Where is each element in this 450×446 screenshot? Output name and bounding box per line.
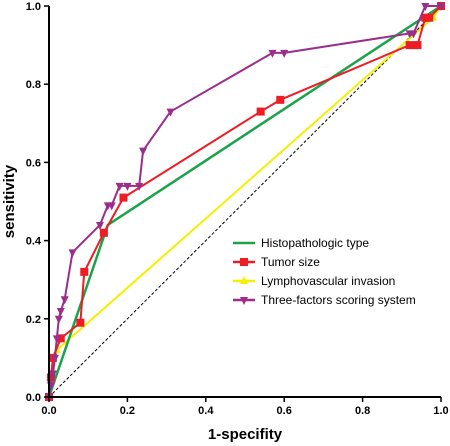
y-tick-label: 0.8 [26,79,41,91]
data-point [76,318,85,327]
series-layer [45,1,445,402]
data-point [107,202,116,211]
x-tick-label: 0.0 [41,405,56,417]
y-tick-label: 1.0 [26,1,41,13]
legend-label: Three-factors scoring system [261,293,416,307]
data-point [60,296,69,305]
x-axis-ticks: 0.0 0.2 0.4 0.6 0.8 1.0 [41,397,449,417]
x-tick-label: 0.6 [277,405,292,417]
data-point [95,221,104,230]
y-tick-label: 0.4 [26,236,42,248]
legend: Histopathologic type Tumor size Lymphovasc… [233,236,416,307]
data-point [268,49,277,58]
data-point [413,41,422,50]
data-point [421,3,430,11]
data-point [80,267,89,276]
axes [48,6,441,398]
legend-item: Lymphovascular invasion [233,274,395,288]
legend-item: Histopathologic type [233,236,369,250]
data-point [405,41,414,50]
reference-diagonal [48,5,442,398]
data-point [139,147,148,156]
data-point [166,108,175,117]
legend-item: Tumor size [233,255,320,269]
series-3 [45,3,445,402]
legend-label: Tumor size [261,255,320,269]
data-point [409,30,418,39]
legend-item: Three-factors scoring system [233,293,416,307]
legend-label: Lymphovascular invasion [261,274,395,288]
data-point [99,228,108,237]
x-tick-label: 0.4 [198,405,214,417]
data-point [68,249,77,258]
data-point [425,13,434,22]
data-point [280,49,289,58]
y-tick-label: 0.6 [26,157,41,169]
data-point [56,307,65,316]
data-point [52,335,61,344]
y-tick-label: 0.0 [26,392,41,404]
data-point [56,334,65,343]
data-point [50,354,59,363]
x-tick-label: 1.0 [433,405,448,417]
legend-marker [240,258,248,266]
data-point [119,193,128,202]
legend-marker [240,297,248,305]
legend-marker [240,276,248,284]
data-point [256,107,265,116]
y-axis-title: sensitivity [1,164,18,238]
data-point [123,182,132,191]
data-point [276,95,285,104]
reference-line [48,5,442,398]
y-axis-ticks: 0.0 0.2 0.4 0.6 0.8 1.0 [26,1,49,404]
x-tick-label: 0.8 [355,405,370,417]
data-point [437,3,445,11]
x-tick-label: 0.2 [120,405,135,417]
series-2 [45,1,445,400]
data-point [115,182,124,191]
y-tick-label: 0.2 [26,314,41,326]
data-point [135,182,144,191]
data-point [54,315,63,324]
x-axis-title: 1-specifity [208,426,283,443]
legend-label: Histopathologic type [261,236,369,250]
data-point [46,373,55,382]
data-point [48,370,57,379]
